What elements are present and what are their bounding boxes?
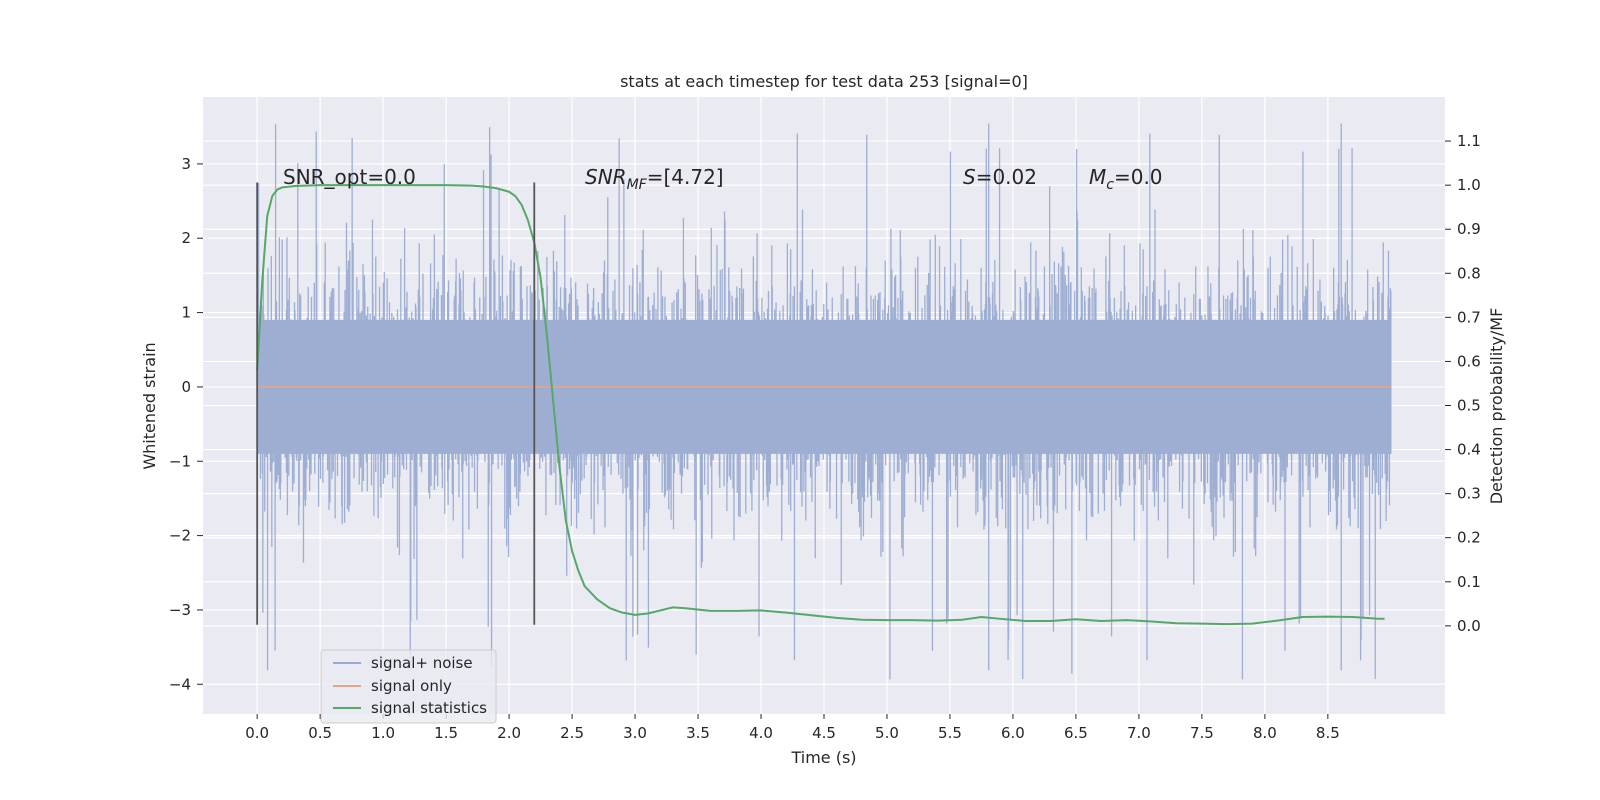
- x-tick-label: 3.5: [686, 724, 710, 742]
- legend: signal+ noise signal only signal statist…: [320, 649, 497, 724]
- x-tick-label: 7.0: [1127, 724, 1151, 742]
- y-right-tick-label: 0.5: [1457, 397, 1481, 415]
- x-tick-label: 7.5: [1190, 724, 1214, 742]
- x-tick-label: 2.0: [497, 724, 521, 742]
- x-tick-label: 4.5: [812, 724, 836, 742]
- x-tick-label: 3.0: [623, 724, 647, 742]
- x-tick-label: 0.5: [308, 724, 332, 742]
- ticks: 0.0 0.5 1.0 1.5 2.0 2.5 3.0 3.5 4.0 4.5 5.0 5.5 6.0 6…: [169, 132, 1481, 742]
- legend-label-signal-only: signal only: [371, 677, 452, 695]
- x-tick-label: 0.0: [245, 724, 269, 742]
- y-tick-label: −1: [169, 452, 191, 470]
- x-tick-label: 1.5: [434, 724, 458, 742]
- annotation-snr-opt: SNR_opt=0.0: [283, 165, 416, 189]
- legend-box: [320, 649, 497, 724]
- annotation-mc: Mc=0.0: [1089, 165, 1163, 193]
- x-axis-label: Time (s): [790, 748, 856, 767]
- x-tick-label: 6.0: [1001, 724, 1025, 742]
- y-tick-label: 2: [181, 229, 191, 247]
- y-tick-label: −2: [169, 527, 191, 545]
- y-right-tick-label: 0.8: [1457, 264, 1481, 282]
- x-tick-label: 6.5: [1064, 724, 1088, 742]
- y-tick-label: 1: [181, 304, 191, 322]
- x-tick-label: 8.5: [1316, 724, 1340, 742]
- annotation-s: S=0.02: [963, 165, 1037, 189]
- y-right-tick-label: 0.0: [1457, 617, 1481, 635]
- y-right-tick-label: 0.4: [1457, 441, 1481, 459]
- x-tick-label: 5.5: [938, 724, 962, 742]
- y-right-axis-label: Detection probability/MF: [1487, 308, 1506, 505]
- y-right-tick-label: 0.6: [1457, 352, 1481, 370]
- y-tick-label: −3: [169, 601, 191, 619]
- y-tick-label: 3: [181, 155, 191, 173]
- annotation-snr-mf: SNRMF=[4.72]: [585, 165, 724, 193]
- x-tick-label: 1.0: [371, 724, 395, 742]
- x-tick-label: 4.0: [749, 724, 773, 742]
- y-right-tick-label: 0.9: [1457, 220, 1481, 238]
- series-lines: [256, 184, 1391, 626]
- y-right-tick-label: 0.2: [1457, 529, 1481, 547]
- y-right-tick-label: 0.7: [1457, 308, 1481, 326]
- y-right-tick-label: 1.0: [1457, 176, 1481, 194]
- marker-lines: [256, 182, 536, 625]
- y-right-tick-label: 0.3: [1457, 485, 1481, 503]
- x-tick-label: 8.0: [1253, 724, 1277, 742]
- y-right-tick-label: 0.1: [1457, 573, 1481, 591]
- legend-label-signal-statistics: signal statistics: [371, 699, 487, 717]
- y-tick-label: −4: [169, 675, 191, 693]
- signal-statistics-line: [256, 184, 1385, 626]
- y-tick-label: 0: [181, 378, 191, 396]
- y-right-tick-label: 1.1: [1457, 132, 1481, 150]
- legend-label-signal-noise: signal+ noise: [371, 654, 473, 672]
- chart-title: stats at each timestep for test data 253…: [620, 72, 1028, 91]
- x-tick-label: 2.5: [560, 724, 584, 742]
- x-tick-label: 5.0: [875, 724, 899, 742]
- y-axis-label: Whitened strain: [140, 342, 159, 469]
